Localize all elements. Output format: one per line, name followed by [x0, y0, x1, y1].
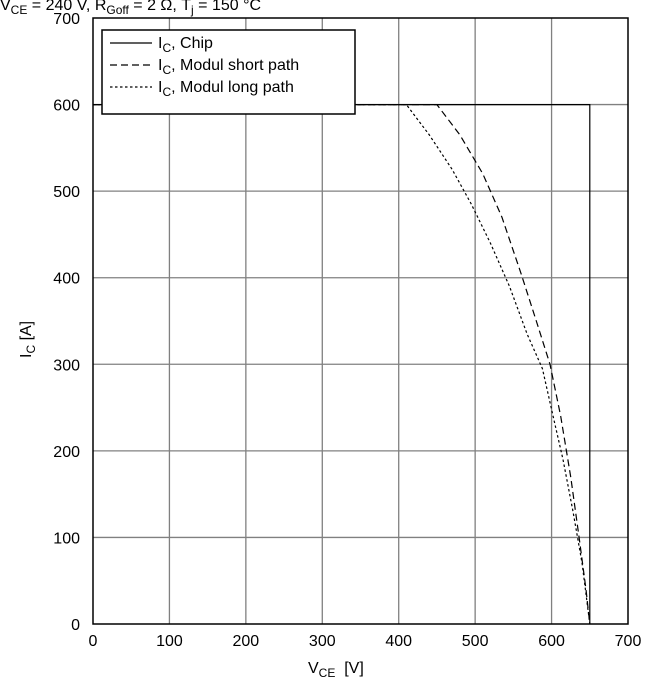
legend-box — [101, 29, 356, 115]
x-tick-label: 600 — [538, 633, 565, 650]
series-line-dashed — [93, 104, 591, 625]
svg-text:VCE [V]: VCE [V] — [308, 660, 364, 680]
y-axis-title-unit: [A] — [18, 321, 35, 345]
x-axis-title-main: V — [308, 660, 319, 677]
legend-label-main: I — [158, 57, 162, 74]
y-axis-title-main: I — [18, 354, 35, 358]
legend-label: IC, Modul short path — [158, 57, 299, 77]
legend-label-main: I — [158, 79, 162, 96]
x-tick-label: 200 — [233, 633, 260, 650]
legend-label-rest: , Chip — [171, 35, 213, 52]
legend-label: IC, Modul long path — [158, 79, 294, 99]
y-tick-label: 0 — [71, 617, 80, 634]
y-tick-label: 400 — [53, 271, 80, 288]
y-tick-label: 300 — [53, 357, 80, 374]
chart-title-part: CE — [11, 3, 28, 17]
chart-title-part: = 150 °C — [194, 0, 261, 14]
y-tick-label: 100 — [53, 530, 80, 547]
legend-label-sub: C — [162, 85, 171, 99]
x-tick-label: 400 — [385, 633, 412, 650]
x-axis-title-unit: [V] — [335, 660, 363, 677]
x-axis-title-sub: CE — [319, 666, 336, 680]
x-axis-title: VCE [V] — [308, 660, 364, 680]
y-tick-label: 600 — [53, 98, 80, 115]
legend-label-rest: , Modul long path — [171, 79, 294, 96]
y-axis-title-sub: C — [24, 345, 38, 354]
chart-title-part: V — [0, 0, 11, 14]
chart-title-part: = 2 Ω, T — [129, 0, 191, 14]
legend-label: IC, Chip — [158, 35, 213, 55]
y-axis-ticks: 0 100 200 300 400 500 600 700 — [53, 11, 80, 634]
x-tick-label: 500 — [462, 633, 489, 650]
chart-title: VCE = 240 V, RGoff = 2 Ω, Tj = 150 °C — [0, 0, 261, 17]
x-tick-label: 100 — [156, 633, 183, 650]
legend-label-main: I — [158, 35, 162, 52]
chart-title-part: j — [190, 3, 194, 17]
legend-label-sub: C — [162, 63, 171, 77]
y-tick-label: 500 — [53, 184, 80, 201]
plot-area-frame — [92, 17, 629, 625]
y-tick-label: 700 — [53, 11, 80, 28]
x-tick-label: 300 — [309, 633, 336, 650]
x-tick-label: 700 — [615, 633, 642, 650]
y-tick-label: 200 — [53, 444, 80, 461]
x-tick-label: 0 — [89, 633, 98, 650]
title-text-group: VCE = 240 V, RGoff = 2 Ω, Tj = 150 °C — [0, 0, 261, 17]
chart-title-part: Goff — [106, 3, 129, 17]
legend-label-sub: C — [162, 41, 171, 55]
y-axis-title: IC [A] — [18, 321, 38, 358]
chart-title-part: = 240 V, R — [27, 0, 106, 14]
legend-label-rest: , Modul short path — [171, 57, 299, 74]
svg-text:IC [A]: IC [A] — [18, 321, 38, 358]
x-axis-ticks: 0 100 200 300 400 500 600 700 — [89, 633, 642, 650]
